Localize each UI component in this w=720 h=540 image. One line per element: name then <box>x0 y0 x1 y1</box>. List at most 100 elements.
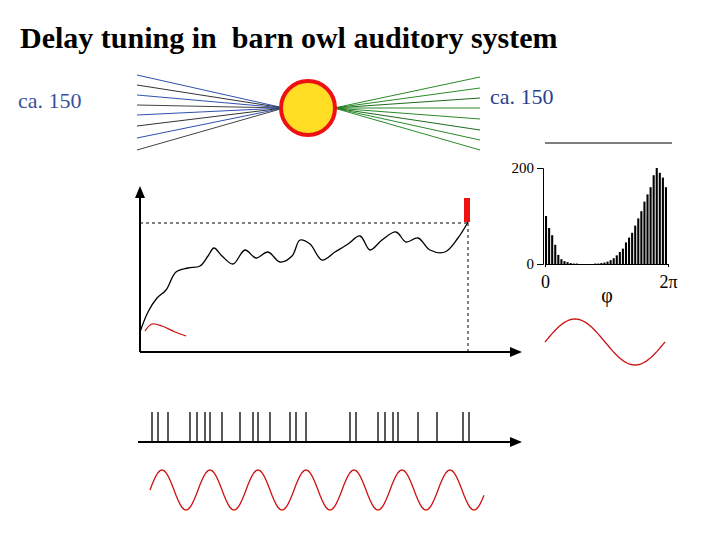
tick-mark <box>537 168 543 169</box>
axis-line <box>546 265 669 268</box>
histogram-bar <box>570 263 572 264</box>
tick-mark <box>537 264 543 265</box>
input-fibre <box>137 108 284 138</box>
tick-label: 0 <box>527 256 535 272</box>
input-fibre <box>334 108 480 109</box>
tick-label: 0 <box>541 272 550 292</box>
input-spike <box>462 412 463 442</box>
x-axis-title: φ <box>601 284 613 307</box>
histogram-bar <box>665 187 667 264</box>
histogram-bar <box>628 238 630 264</box>
histogram-bar <box>622 249 624 264</box>
tick: 2π <box>659 264 677 292</box>
input-spike <box>289 412 290 442</box>
histogram-bar <box>646 194 648 264</box>
input-fibre <box>334 77 480 108</box>
histogram-bar <box>551 235 553 264</box>
histogram-bar <box>567 262 569 264</box>
histogram-bar <box>603 263 605 264</box>
arrow-head <box>510 347 522 357</box>
arrow-head <box>135 186 145 198</box>
histogram-bar <box>576 263 578 264</box>
histogram-bar <box>613 258 615 264</box>
input-spike <box>151 412 152 442</box>
input-fibre <box>137 105 284 108</box>
input-spike <box>436 412 437 442</box>
histogram-bar <box>582 264 584 265</box>
histogram-bar <box>594 263 596 264</box>
histogram-bar <box>560 259 562 264</box>
tick: 0 <box>541 264 550 292</box>
histogram-bar <box>573 263 575 264</box>
membrane-potential <box>140 222 468 332</box>
input-spike <box>239 412 240 442</box>
input-spike <box>209 412 210 442</box>
axis-line <box>140 351 512 353</box>
histogram-bar <box>659 173 661 264</box>
input-spike <box>468 412 469 442</box>
input-fibre <box>137 85 284 108</box>
input-spike <box>196 412 197 442</box>
histogram-bar <box>625 242 627 264</box>
input-spike <box>252 412 253 442</box>
input-spike <box>355 412 356 442</box>
histogram-bar <box>554 245 556 264</box>
input-fibre <box>334 108 480 119</box>
input-spike <box>204 412 205 442</box>
tick: 0 <box>527 256 544 272</box>
input-spike <box>349 412 350 442</box>
arrow-head <box>510 437 522 447</box>
input-spike <box>417 412 418 442</box>
histogram-bar <box>591 264 593 265</box>
histogram-bar <box>634 226 636 264</box>
tick-mark <box>668 264 669 267</box>
histogram-bar <box>662 178 664 264</box>
input-spike <box>189 412 190 442</box>
input-fibre <box>137 75 284 108</box>
input-spike <box>269 412 270 442</box>
right-label: ca. 150 <box>490 84 554 109</box>
psp <box>145 324 186 336</box>
input-fibre <box>334 108 480 150</box>
input-fibre <box>334 108 480 130</box>
input-spike <box>257 412 258 442</box>
axis-line <box>138 441 512 443</box>
histogram-bar <box>619 252 621 264</box>
histogram-bar <box>563 261 565 264</box>
histogram-bar <box>607 262 609 264</box>
input-fibre <box>137 108 284 150</box>
spike <box>464 198 470 222</box>
threshold <box>140 223 468 224</box>
histogram-bar <box>640 211 642 264</box>
tick-label: 2π <box>659 272 677 292</box>
input-spike <box>305 412 306 442</box>
tick-mark <box>545 264 546 267</box>
left-label: ca. 150 <box>18 88 82 113</box>
input-fibre <box>334 98 480 108</box>
input-spike <box>295 412 296 442</box>
histogram-bar <box>610 260 612 264</box>
input-spike <box>392 412 393 442</box>
histogram-bar <box>585 264 587 265</box>
histogram-bar <box>637 218 639 264</box>
histogram-bar <box>653 175 655 264</box>
tick-label: 200 <box>512 160 535 176</box>
input-spike <box>384 412 385 442</box>
input-fibre <box>334 88 480 108</box>
stimulus-wave <box>150 470 484 510</box>
separator <box>545 143 672 144</box>
histogram-bar <box>548 228 550 264</box>
input-fibre <box>334 108 480 140</box>
histogram-bar <box>656 168 658 264</box>
histogram-bar <box>588 264 590 265</box>
phase-wave <box>545 319 665 365</box>
axis-line <box>537 169 544 265</box>
histogram-bar <box>557 255 559 264</box>
histogram-bar <box>650 187 652 264</box>
neuron <box>281 81 335 135</box>
input-fibre <box>137 95 284 108</box>
input-spike <box>167 412 168 442</box>
histogram-bar <box>631 233 633 264</box>
spike-time <box>468 223 469 352</box>
histogram-bar <box>616 255 618 264</box>
